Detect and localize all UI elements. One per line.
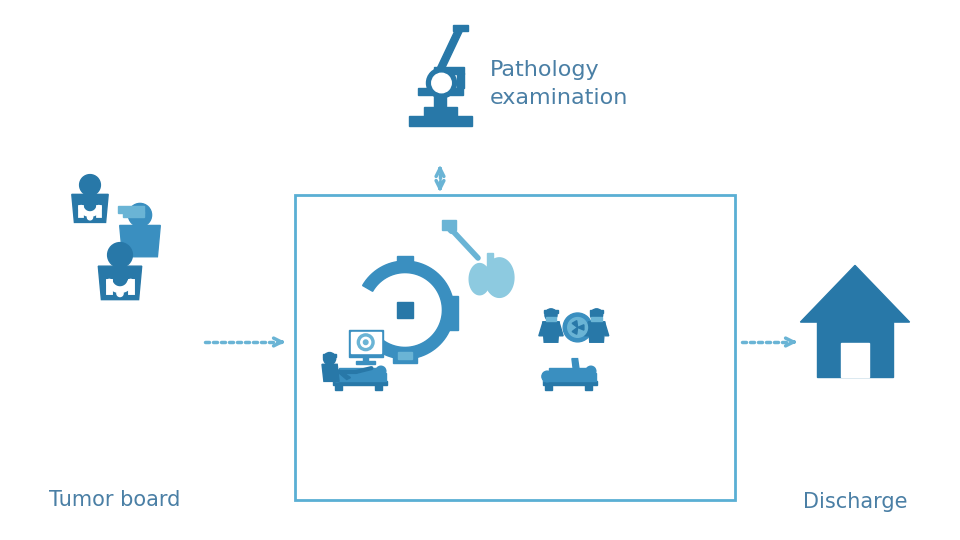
Polygon shape: [98, 266, 142, 300]
Circle shape: [432, 73, 451, 93]
Bar: [324, 354, 336, 357]
Circle shape: [567, 318, 588, 338]
Bar: [393, 349, 418, 363]
Bar: [118, 206, 144, 213]
Circle shape: [117, 291, 123, 296]
Bar: [841, 343, 869, 377]
Bar: [549, 368, 589, 374]
Bar: [123, 212, 144, 217]
Bar: [332, 381, 388, 385]
Polygon shape: [572, 321, 578, 327]
Polygon shape: [363, 261, 454, 359]
Bar: [545, 385, 552, 390]
Circle shape: [564, 313, 592, 342]
Bar: [589, 309, 604, 313]
Bar: [591, 317, 602, 321]
Text: Discharge: Discharge: [803, 492, 907, 512]
Polygon shape: [542, 322, 560, 342]
Bar: [423, 107, 457, 118]
Polygon shape: [539, 323, 545, 336]
Bar: [453, 24, 468, 30]
Bar: [544, 309, 558, 313]
Bar: [396, 255, 413, 266]
Circle shape: [108, 242, 132, 267]
Text: examination: examination: [490, 88, 629, 108]
Bar: [409, 116, 471, 126]
Bar: [457, 72, 464, 87]
Bar: [445, 296, 458, 330]
Circle shape: [332, 371, 343, 382]
Polygon shape: [572, 359, 580, 374]
Bar: [398, 352, 412, 359]
Polygon shape: [335, 370, 350, 380]
Bar: [339, 368, 379, 374]
Bar: [434, 69, 446, 108]
Circle shape: [324, 353, 336, 364]
Circle shape: [361, 338, 371, 347]
Polygon shape: [120, 225, 160, 256]
Bar: [350, 332, 381, 353]
Circle shape: [357, 334, 374, 350]
Text: Pathology: Pathology: [490, 60, 600, 80]
Bar: [375, 385, 382, 390]
Bar: [442, 220, 456, 230]
Bar: [348, 330, 383, 357]
Polygon shape: [480, 276, 500, 286]
Bar: [543, 373, 596, 381]
Polygon shape: [72, 194, 108, 222]
Bar: [817, 322, 893, 377]
Circle shape: [586, 366, 596, 376]
Circle shape: [364, 340, 368, 345]
Polygon shape: [485, 258, 514, 298]
Polygon shape: [602, 323, 609, 336]
Bar: [356, 361, 375, 364]
Polygon shape: [585, 323, 591, 336]
Bar: [335, 385, 342, 390]
Bar: [333, 373, 386, 381]
Bar: [295, 195, 735, 500]
Bar: [396, 302, 413, 318]
Polygon shape: [588, 322, 605, 342]
Polygon shape: [437, 28, 464, 69]
Circle shape: [129, 204, 152, 227]
Polygon shape: [557, 323, 564, 336]
Circle shape: [545, 309, 557, 321]
Polygon shape: [801, 265, 910, 322]
Circle shape: [426, 68, 457, 98]
Polygon shape: [469, 264, 490, 295]
Bar: [586, 385, 592, 390]
Circle shape: [80, 174, 101, 195]
Polygon shape: [322, 364, 339, 381]
Text: Tumor board: Tumor board: [49, 490, 180, 510]
Polygon shape: [578, 325, 584, 330]
Circle shape: [590, 309, 603, 321]
Bar: [418, 87, 463, 95]
Bar: [545, 317, 556, 321]
Circle shape: [376, 366, 386, 376]
Circle shape: [541, 371, 553, 382]
Polygon shape: [572, 327, 578, 334]
Bar: [488, 253, 492, 276]
Bar: [363, 357, 369, 361]
Circle shape: [87, 214, 92, 220]
Bar: [434, 66, 464, 74]
Bar: [542, 381, 597, 385]
